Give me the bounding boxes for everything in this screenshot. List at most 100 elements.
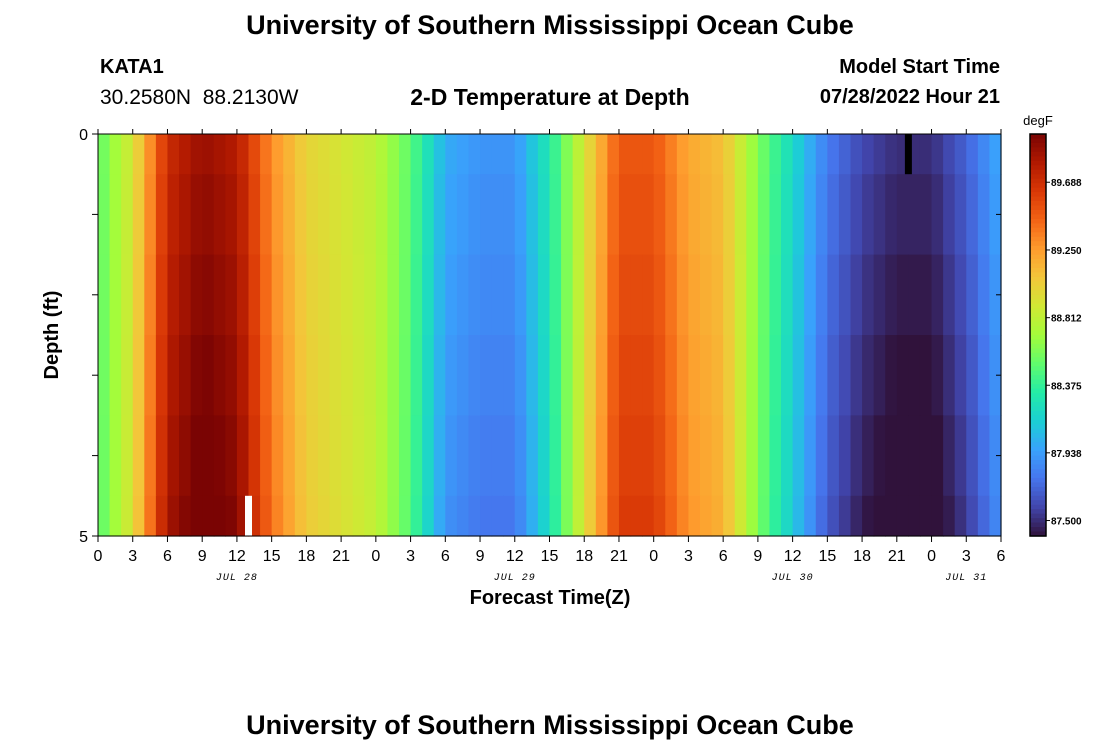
heatmap-cell bbox=[792, 335, 805, 416]
colorbar-swatch bbox=[1030, 486, 1046, 492]
heatmap-cell bbox=[260, 134, 273, 175]
colorbar-swatch bbox=[1030, 384, 1046, 390]
heatmap-cell bbox=[885, 254, 898, 336]
heatmap-cell bbox=[688, 134, 701, 175]
heatmap-cell bbox=[850, 254, 863, 336]
heatmap-cell bbox=[919, 254, 933, 336]
colorbar-swatch bbox=[1030, 339, 1046, 345]
heatmap-cell bbox=[850, 174, 863, 256]
heatmap-cell bbox=[711, 415, 724, 497]
heatmap-cell bbox=[931, 174, 944, 256]
heatmap-cell bbox=[364, 495, 377, 537]
heatmap-cell bbox=[711, 174, 724, 256]
heatmap-cell bbox=[480, 415, 493, 497]
x-tick-label: 9 bbox=[476, 548, 485, 565]
heatmap-cell bbox=[919, 335, 933, 416]
colorbar-swatch bbox=[1030, 531, 1046, 537]
heatmap-cell bbox=[584, 495, 597, 537]
heatmap-cell bbox=[665, 174, 678, 256]
colorbar-swatch bbox=[1030, 308, 1046, 314]
heatmap-cell bbox=[769, 495, 782, 537]
heatmap-cell bbox=[98, 415, 111, 497]
heatmap-cell bbox=[618, 495, 632, 537]
heatmap-cell bbox=[676, 174, 690, 256]
heatmap-cell bbox=[862, 174, 875, 256]
colorbar-swatch bbox=[1030, 156, 1046, 162]
x-tick-label: 18 bbox=[853, 548, 871, 565]
heatmap-cell bbox=[838, 495, 852, 537]
heatmap-cell bbox=[781, 254, 794, 336]
heatmap-cell bbox=[329, 335, 342, 416]
heatmap-cell bbox=[838, 134, 852, 175]
heatmap-cell bbox=[202, 335, 215, 416]
x-tick-label: 3 bbox=[684, 548, 693, 565]
colorbar-swatch bbox=[1030, 330, 1046, 336]
heatmap-cell bbox=[167, 415, 180, 497]
heatmap-cell bbox=[896, 174, 909, 256]
heatmap-cell bbox=[144, 335, 157, 416]
heatmap-cell bbox=[746, 134, 759, 175]
heatmap-cell bbox=[676, 134, 690, 175]
heatmap-cell bbox=[804, 134, 817, 175]
heatmap-cell bbox=[896, 254, 909, 336]
heatmap-cell bbox=[989, 254, 1002, 336]
heatmap-cell bbox=[422, 174, 435, 256]
heatmap-cell bbox=[827, 495, 840, 537]
heatmap-cell bbox=[352, 335, 365, 416]
heatmap-cell bbox=[792, 495, 805, 537]
heatmap-cell bbox=[931, 415, 944, 497]
x-tick-label: 21 bbox=[610, 548, 628, 565]
heatmap-cell bbox=[422, 134, 435, 175]
heatmap-cell bbox=[815, 174, 828, 256]
heatmap-cell bbox=[456, 134, 470, 175]
heatmap-cell bbox=[456, 174, 470, 256]
heatmap-cell bbox=[248, 254, 261, 336]
colorbar-tick-label: 88.812 bbox=[1051, 314, 1082, 325]
heatmap-cell bbox=[537, 495, 551, 537]
heatmap-cell bbox=[248, 335, 261, 416]
heatmap-cell bbox=[190, 254, 203, 336]
heatmap-cell bbox=[862, 254, 875, 336]
heatmap-cell bbox=[445, 415, 458, 497]
heatmap-cell bbox=[341, 254, 354, 336]
heatmap-cell bbox=[132, 495, 145, 537]
heatmap-cell bbox=[283, 174, 296, 256]
heatmap-cell bbox=[213, 174, 226, 256]
heatmap-cell bbox=[537, 335, 551, 416]
heatmap-cell bbox=[167, 174, 180, 256]
heatmap-cell bbox=[850, 335, 863, 416]
colorbar-swatch bbox=[1030, 276, 1046, 282]
heatmap-cell bbox=[236, 254, 250, 336]
heatmap-marker bbox=[904, 134, 912, 175]
heatmap-cell bbox=[225, 134, 238, 175]
heatmap-cell bbox=[989, 415, 1002, 497]
heatmap-cell bbox=[700, 495, 713, 537]
heatmap-cell bbox=[642, 495, 655, 537]
heatmap-cells bbox=[98, 134, 1002, 537]
heatmap-cell bbox=[225, 254, 238, 336]
heatmap-cell bbox=[260, 335, 273, 416]
heatmap-cell bbox=[260, 495, 273, 537]
colorbar-swatch bbox=[1030, 343, 1046, 349]
heatmap-cell bbox=[642, 335, 655, 416]
x-date-label: JUL 29 bbox=[494, 573, 536, 584]
heatmap-cell bbox=[549, 415, 562, 497]
heatmap-cell bbox=[306, 495, 319, 537]
colorbar-swatch bbox=[1030, 464, 1046, 470]
heatmap-cell bbox=[179, 495, 192, 537]
x-tick-label: 21 bbox=[332, 548, 350, 565]
heatmap-cell bbox=[271, 415, 284, 497]
heatmap-cell bbox=[248, 415, 261, 497]
heatmap-cell bbox=[410, 174, 423, 256]
heatmap-cell bbox=[317, 254, 331, 336]
colorbar-swatch bbox=[1030, 348, 1046, 354]
heatmap-cell bbox=[294, 495, 307, 537]
colorbar-swatch bbox=[1030, 303, 1046, 309]
x-tick-label: 6 bbox=[163, 548, 172, 565]
heatmap-cell bbox=[526, 335, 539, 416]
heatmap-cell bbox=[202, 174, 215, 256]
heatmap-cell bbox=[179, 134, 192, 175]
heatmap-cell bbox=[873, 415, 886, 497]
heatmap-cell bbox=[410, 134, 423, 175]
heatmap-cell bbox=[387, 415, 400, 497]
